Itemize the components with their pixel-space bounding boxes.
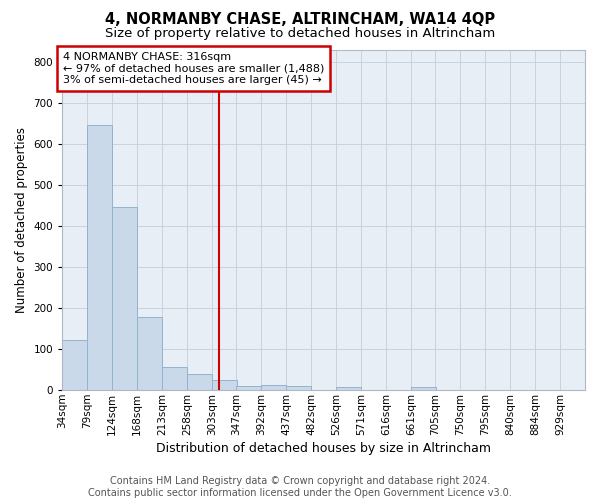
- Bar: [62, 340, 87, 390]
- Bar: [162, 367, 187, 390]
- Text: 4, NORMANBY CHASE, ALTRINCHAM, WA14 4QP: 4, NORMANBY CHASE, ALTRINCHAM, WA14 4QP: [105, 12, 495, 28]
- Bar: [212, 380, 237, 390]
- Text: Size of property relative to detached houses in Altrincham: Size of property relative to detached ho…: [105, 28, 495, 40]
- Bar: [411, 387, 436, 390]
- Bar: [87, 124, 112, 390]
- Bar: [286, 386, 311, 390]
- Text: 4 NORMANBY CHASE: 316sqm
← 97% of detached houses are smaller (1,488)
3% of semi: 4 NORMANBY CHASE: 316sqm ← 97% of detach…: [63, 52, 324, 85]
- Bar: [187, 374, 212, 390]
- Y-axis label: Number of detached properties: Number of detached properties: [15, 127, 28, 313]
- Bar: [236, 386, 262, 390]
- Bar: [112, 207, 137, 390]
- Bar: [137, 317, 162, 390]
- X-axis label: Distribution of detached houses by size in Altrincham: Distribution of detached houses by size …: [156, 442, 491, 455]
- Bar: [262, 385, 286, 390]
- Text: Contains HM Land Registry data © Crown copyright and database right 2024.
Contai: Contains HM Land Registry data © Crown c…: [88, 476, 512, 498]
- Bar: [336, 387, 361, 390]
